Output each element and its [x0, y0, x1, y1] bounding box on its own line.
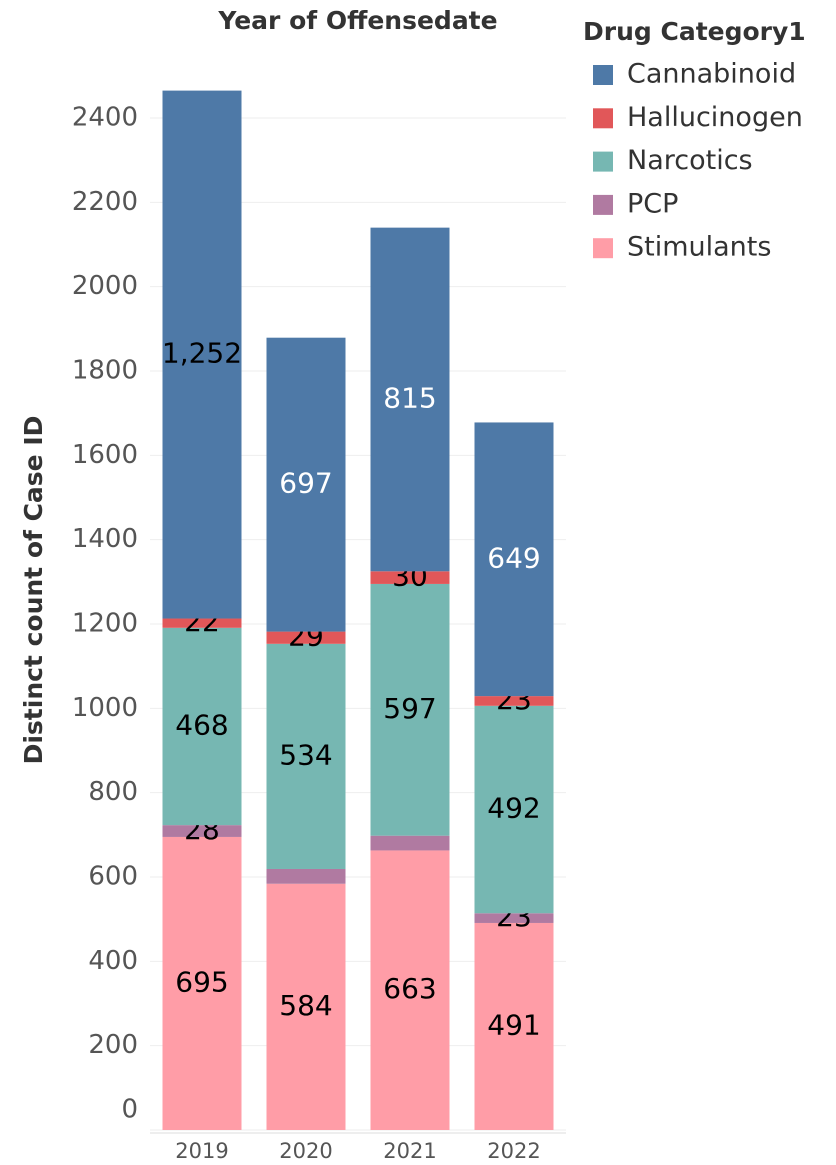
bar-segment	[370, 583, 450, 836]
bar-segment	[266, 337, 346, 632]
bar-segment	[370, 835, 450, 851]
legend-swatch	[593, 194, 613, 215]
y-tick-label: 2000	[72, 271, 138, 301]
bar-segment	[474, 696, 554, 706]
data-label: 492	[487, 792, 540, 825]
x-tick-label: 2020	[279, 1139, 332, 1163]
legend-swatch	[593, 65, 613, 85]
legend-swatch	[593, 151, 613, 172]
bar-segment	[474, 922, 554, 1130]
bar-segment	[474, 422, 554, 697]
y-tick-label: 2200	[72, 187, 138, 217]
bar-segment	[370, 571, 450, 584]
data-label: 649	[487, 541, 540, 574]
legend-label: Narcotics	[627, 145, 753, 176]
bar-segment	[266, 868, 346, 884]
bar-segment	[266, 631, 346, 644]
bar-segment	[266, 643, 346, 869]
data-label: 584	[279, 989, 332, 1022]
data-label: 697	[279, 467, 332, 500]
bar-segment	[162, 90, 242, 619]
y-axis-title: Distinct count of Case ID	[19, 416, 48, 765]
data-label: 534	[279, 738, 332, 771]
chart-title: Year of Offensedate	[217, 6, 497, 35]
data-label: 815	[383, 381, 436, 414]
bar-segment	[474, 913, 554, 923]
legend-label: Stimulants	[627, 232, 771, 263]
bar-segment	[162, 627, 242, 826]
data-label: 663	[383, 972, 436, 1005]
bar-segment	[266, 883, 346, 1130]
legend-swatch	[593, 238, 613, 259]
y-tick-label: 800	[88, 777, 138, 807]
legend-label: PCP	[627, 188, 678, 219]
y-tick-label: 1200	[72, 609, 138, 639]
legend-swatch	[593, 108, 613, 129]
bar-segment	[474, 705, 554, 914]
y-tick-label: 1800	[72, 356, 138, 386]
x-tick-label: 2019	[175, 1139, 228, 1163]
data-label: 491	[487, 1008, 540, 1041]
y-tick-label: 0	[121, 1095, 138, 1125]
y-tick-label: 1400	[72, 524, 138, 554]
data-label: 695	[175, 965, 228, 998]
y-tick-label: 1000	[72, 693, 138, 723]
data-label: 597	[383, 692, 436, 725]
data-label: 1,252	[162, 337, 242, 370]
data-label: 468	[175, 708, 228, 741]
legend-title: Drug Category1	[583, 17, 806, 46]
bar-segment	[162, 618, 242, 628]
bar-segment	[162, 836, 242, 1130]
x-tick-label: 2021	[383, 1139, 436, 1163]
bar-segment	[162, 825, 242, 837]
y-tick-label: 1600	[72, 440, 138, 470]
bar-segment	[370, 850, 450, 1130]
y-tick-label: 400	[88, 946, 138, 976]
bar-segment	[370, 227, 450, 572]
legend-label: Cannabinoid	[627, 59, 796, 90]
legend-label: Hallucinogen	[627, 102, 803, 133]
y-tick-label: 2400	[72, 103, 138, 133]
x-tick-label: 2022	[487, 1139, 540, 1163]
y-tick-label: 600	[88, 862, 138, 892]
y-tick-label: 200	[88, 1030, 138, 1060]
